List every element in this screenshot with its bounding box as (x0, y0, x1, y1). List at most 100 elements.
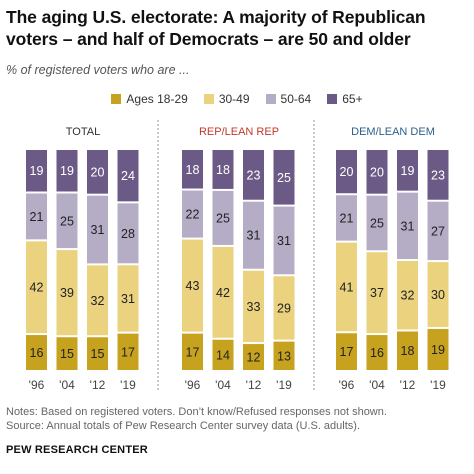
bar-segment-p2-96-s3 (182, 150, 203, 189)
data-label: 23 (247, 168, 261, 182)
legend-swatch-18-29 (111, 94, 122, 104)
bar-segment-p3-19-s3 (427, 150, 449, 200)
data-label: 17 (186, 345, 200, 359)
bar-segment-p1-96-s3 (26, 150, 47, 192)
bar-segment-p2-96-s1 (182, 239, 203, 332)
x-tick-label: '19 (430, 378, 446, 392)
bar-segment-p1-12-s1 (87, 265, 108, 336)
data-label: 31 (91, 223, 105, 237)
data-label: 12 (247, 351, 261, 365)
data-label: 25 (370, 216, 384, 230)
data-label: 15 (60, 347, 74, 361)
bar-segment-p1-12-s2 (87, 195, 108, 264)
panel-title-2: REP/LEAN REP (199, 126, 279, 138)
data-label: 29 (277, 301, 291, 315)
data-label: 42 (30, 281, 44, 295)
data-label: 33 (247, 300, 261, 314)
data-label: 19 (401, 164, 415, 178)
bar-segment-p2-96-s2 (182, 190, 203, 238)
data-label: 27 (431, 224, 445, 238)
x-tick-label: '96 (185, 378, 201, 392)
data-label: 32 (401, 289, 415, 303)
data-label: 30 (431, 288, 445, 302)
x-tick-label: '12 (400, 378, 416, 392)
data-label: 39 (60, 286, 74, 300)
data-label: 31 (121, 292, 135, 306)
data-label: 31 (401, 219, 415, 233)
legend-item-65-plus: 65+ (327, 92, 363, 106)
bar-segment-p3-12-s0 (397, 331, 418, 370)
notes: Notes: Based on registered voters. Don’t… (6, 405, 470, 433)
data-label: 15 (91, 347, 105, 361)
bar-segment-p2-04-s1 (212, 246, 234, 338)
bar-segment-p1-96-s0 (26, 335, 47, 370)
x-tick-label: '04 (369, 378, 385, 392)
data-label: 42 (216, 286, 230, 300)
data-label: 25 (277, 171, 291, 185)
bar-segment-p2-19-s1 (273, 276, 295, 340)
data-label: 20 (91, 165, 105, 179)
bar-segment-p2-12-s3 (243, 150, 264, 200)
legend-item-50-64: 50-64 (265, 92, 311, 106)
x-tick-label: '19 (120, 378, 136, 392)
bar-segment-p3-04-s0 (366, 335, 388, 370)
source-line: Source: Annual totals of Pew Research Ce… (6, 420, 361, 432)
legend-label-65-plus: 65+ (342, 92, 363, 106)
x-tick-label: '04 (59, 378, 75, 392)
bar-segment-p2-19-s2 (273, 206, 295, 275)
bar-segment-p3-04-s2 (366, 195, 388, 251)
data-label: 19 (60, 164, 74, 178)
bar-segment-p1-04-s3 (56, 150, 78, 192)
data-label: 20 (370, 165, 384, 179)
bar-segment-p2-12-s1 (243, 270, 264, 343)
bar-segment-p1-04-s0 (56, 337, 78, 370)
data-label: 18 (216, 163, 230, 177)
legend-swatch-65-plus (327, 94, 338, 104)
data-label: 41 (340, 280, 354, 294)
legend-label-30-49: 30-49 (218, 92, 250, 106)
data-label: 32 (91, 294, 105, 308)
data-label: 31 (247, 229, 261, 243)
data-label: 19 (30, 164, 44, 178)
bar-segment-p1-19-s3 (117, 150, 139, 202)
bar-segment-p2-12-s2 (243, 201, 264, 269)
bar-segment-p2-19-s3 (273, 150, 295, 205)
data-label: 18 (401, 344, 415, 358)
data-label: 16 (30, 346, 44, 360)
data-label: 22 (186, 208, 200, 222)
legend-swatch-50-64 (265, 94, 276, 104)
bar-segment-p2-04-s2 (212, 190, 234, 245)
chart-title: The aging U.S. electorate: A majority of… (6, 7, 426, 49)
note-line: Notes: Based on registered voters. Don’t… (6, 406, 387, 418)
data-label: 18 (186, 163, 200, 177)
bar-segment-p3-96-s1 (336, 242, 357, 332)
bar-segment-p3-12-s3 (397, 150, 418, 191)
data-label: 25 (60, 214, 74, 228)
x-tick-label: '12 (90, 378, 106, 392)
data-label: 17 (121, 345, 135, 359)
bar-segment-p3-12-s2 (397, 192, 418, 259)
bar-segment-p1-19-s0 (117, 333, 139, 370)
bar-segment-p1-19-s1 (117, 265, 139, 332)
data-label: 13 (277, 349, 291, 363)
x-tick-label: '04 (215, 378, 231, 392)
bar-segment-p1-96-s2 (26, 193, 47, 240)
panel-title-1: TOTAL (66, 126, 100, 138)
data-label: 16 (370, 346, 384, 360)
bar-segment-p3-96-s2 (336, 195, 357, 241)
x-tick-label: '12 (246, 378, 262, 392)
bar-segment-p2-04-s0 (212, 339, 234, 370)
data-label: 43 (186, 279, 200, 293)
bar-segment-p2-04-s3 (212, 150, 234, 189)
source-organization: PEW RESEARCH CENTER (6, 444, 148, 456)
bar-segment-p1-12-s0 (87, 337, 108, 370)
bar-segment-p2-12-s0 (243, 344, 264, 370)
bar-segment-p3-04-s1 (366, 252, 388, 334)
bar-segment-p1-04-s1 (56, 250, 78, 336)
bar-segment-p3-19-s0 (427, 328, 449, 370)
data-label: 21 (30, 210, 44, 224)
data-label: 31 (277, 234, 291, 248)
data-label: 37 (370, 286, 384, 300)
data-label: 25 (216, 211, 230, 225)
